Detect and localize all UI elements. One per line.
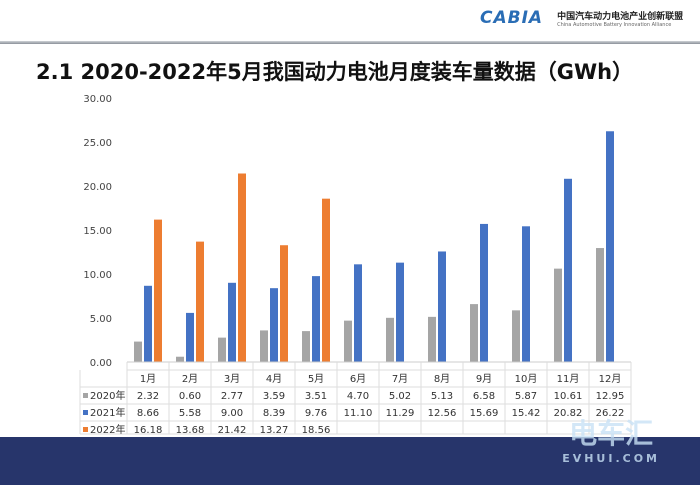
bar-2021年-4月 (270, 288, 278, 362)
bar-2020年-9月 (470, 304, 478, 362)
bar-2020年-2月 (176, 356, 184, 362)
logo-mark: CABIA (480, 8, 544, 28)
table-cell: 9.76 (305, 408, 327, 419)
table-header-12月: 12月 (599, 373, 622, 385)
bar-2020年-5月 (302, 331, 310, 362)
table-cell: 3.59 (263, 391, 285, 402)
table-cell: 26.22 (596, 408, 625, 419)
bar-2021年-1月 (144, 285, 152, 362)
watermark: 电车汇 EVHUI.COM (562, 412, 660, 465)
table-cell: 16.18 (134, 425, 163, 436)
table-header-3月: 3月 (224, 373, 240, 385)
bar-2021年-5月 (312, 276, 320, 362)
table-cell: 10.61 (554, 391, 583, 402)
bar-2020年-6月 (344, 320, 352, 362)
bar-2021年-9月 (480, 223, 488, 362)
table-header-1月: 1月 (140, 373, 156, 385)
table-header-8月: 8月 (434, 373, 450, 385)
bar-2022年-5月 (322, 198, 330, 362)
table-cell: 5.58 (179, 408, 201, 419)
bar-2020年-3月 (218, 337, 226, 362)
watermark-en: EVHUI.COM (562, 452, 660, 465)
bar-2020年-7月 (386, 317, 394, 362)
table-cell: 18.56 (302, 425, 331, 436)
table-cell: 13.68 (176, 425, 205, 436)
bar-2020年-4月 (260, 330, 268, 362)
table-header-4月: 4月 (266, 373, 282, 385)
bar-2020年-10月 (512, 310, 520, 362)
bar-2021年-10月 (522, 226, 530, 362)
bar-2022年-1月 (154, 219, 162, 362)
table-cell: 12.95 (596, 391, 625, 402)
table-cell: 3.51 (305, 391, 327, 402)
table-header-2月: 2月 (182, 373, 198, 385)
logo-cn: 中国汽车动力电池产业创新联盟 (557, 11, 684, 22)
logo-en: China Automotive Battery Innovation Alli… (557, 21, 672, 28)
footer-band (0, 437, 700, 485)
y-tick-label: 30.00 (83, 94, 112, 105)
y-tick-label: 0.00 (90, 358, 112, 369)
table-header-5月: 5月 (308, 373, 324, 385)
table-cell: 2.77 (221, 391, 243, 402)
table-cell: 2.32 (137, 391, 159, 402)
bar-2020年-11月 (554, 268, 562, 362)
bar-2021年-8月 (438, 251, 446, 362)
y-tick-label: 15.00 (83, 226, 112, 237)
table-cell: 6.58 (473, 391, 495, 402)
table-cell: 8.39 (263, 408, 285, 419)
bar-2022年-3月 (238, 173, 246, 362)
bar-2021年-6月 (354, 264, 362, 362)
table-cell: 5.13 (431, 391, 453, 402)
bar-2020年-8月 (428, 316, 436, 362)
table-header-11月: 11月 (557, 373, 580, 385)
table-cell: 9.00 (221, 408, 243, 419)
table-cell: 21.42 (218, 425, 247, 436)
bar-2022年-4月 (280, 245, 288, 362)
cabia-logo: CABIA 中国汽车动力电池产业创新联盟 China Automotive Ba… (480, 8, 683, 28)
bar-2020年-1月 (134, 341, 142, 362)
table-cell: 0.60 (179, 391, 201, 402)
bar-2020年-12月 (596, 248, 604, 362)
bar-2021年-3月 (228, 282, 236, 362)
header-divider (0, 41, 700, 44)
legend-label-2021年: 2021年 (90, 406, 125, 419)
legend-key-2022年 (83, 427, 88, 432)
legend-label-2022年: 2022年 (90, 423, 125, 436)
watermark-cn: 电车汇 (569, 417, 654, 450)
bar-2021年-2月 (186, 312, 194, 362)
bar-2021年-11月 (564, 178, 572, 362)
table-header-10月: 10月 (515, 373, 538, 385)
table-cell: 12.56 (428, 408, 457, 419)
bar-2021年-7月 (396, 262, 404, 362)
table-cell: 15.69 (470, 408, 499, 419)
table-cell: 4.70 (347, 391, 369, 402)
table-cell: 5.87 (515, 391, 537, 402)
y-tick-label: 5.00 (90, 314, 112, 325)
bar-2022年-2月 (196, 241, 204, 362)
table-cell: 13.27 (260, 425, 289, 436)
y-tick-label: 25.00 (83, 138, 112, 149)
y-tick-label: 10.00 (83, 270, 112, 281)
table-cell: 5.02 (389, 391, 411, 402)
slide-title: 2.1 2020-2022年5月我国动力电池月度装车量数据（GWh） (36, 60, 634, 84)
table-cell: 11.29 (386, 408, 415, 419)
y-tick-label: 20.00 (83, 182, 112, 193)
table-cell: 8.66 (137, 408, 159, 419)
table-cell: 15.42 (512, 408, 541, 419)
legend-key-2021年 (83, 410, 88, 415)
table-header-6月: 6月 (350, 373, 366, 385)
table-header-9月: 9月 (476, 373, 492, 385)
bar-2021年-12月 (606, 131, 614, 362)
legend-key-2020年 (83, 393, 88, 398)
table-header-7月: 7月 (392, 373, 408, 385)
table-cell: 20.82 (554, 408, 583, 419)
legend-label-2020年: 2020年 (90, 389, 125, 402)
table-cell: 11.10 (344, 408, 373, 419)
